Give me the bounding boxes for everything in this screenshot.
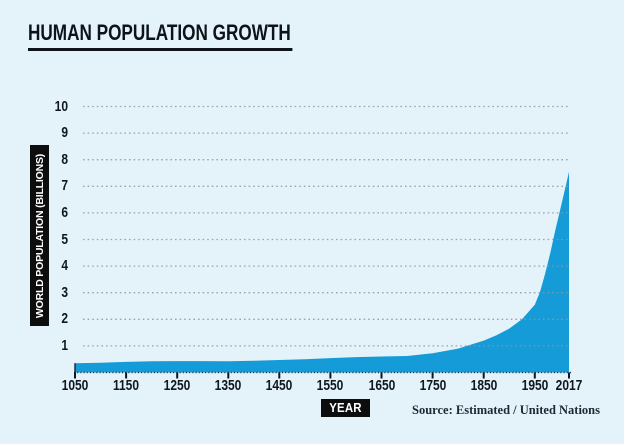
x-tick-label-1450: 1450 bbox=[265, 377, 293, 394]
y-tick-label-1: 1 bbox=[61, 337, 68, 354]
y-tick-label-7: 7 bbox=[61, 177, 68, 194]
x-tick-label-1550: 1550 bbox=[316, 377, 344, 394]
y-tick-label-10: 10 bbox=[54, 98, 68, 115]
x-tick-label-1950: 1950 bbox=[521, 377, 549, 394]
x-tick-label-1750: 1750 bbox=[419, 377, 447, 394]
x-tick-label-1350: 1350 bbox=[214, 377, 242, 394]
x-tick-label-1250: 1250 bbox=[163, 377, 191, 394]
y-tick-label-6: 6 bbox=[61, 204, 68, 221]
x-axis-label-box: YEAR bbox=[321, 399, 370, 417]
y-tick-label-3: 3 bbox=[61, 284, 68, 301]
y-tick-label-4: 4 bbox=[61, 257, 68, 274]
x-tick-label-1650: 1650 bbox=[368, 377, 396, 394]
y-tick-label-9: 9 bbox=[61, 124, 68, 141]
y-tick-label-5: 5 bbox=[61, 231, 68, 248]
y-tick-label-8: 8 bbox=[61, 151, 68, 168]
x-tick-label-1150: 1150 bbox=[112, 377, 140, 394]
x-axis-label: YEAR bbox=[329, 400, 362, 415]
population-area-series bbox=[75, 171, 569, 373]
y-axis-label-box: WORLD POPULATION (BILLIONS) bbox=[30, 145, 49, 326]
x-tick-label-1050: 1050 bbox=[61, 377, 89, 394]
chart-title: HUMAN POPULATION GROWTH bbox=[28, 20, 293, 51]
y-tick-label-2: 2 bbox=[61, 310, 68, 327]
x-tick-label-1850: 1850 bbox=[470, 377, 498, 394]
source-note: Source: Estimated / United Nations bbox=[412, 403, 600, 417]
x-tick-label-2017: 2017 bbox=[555, 377, 583, 394]
